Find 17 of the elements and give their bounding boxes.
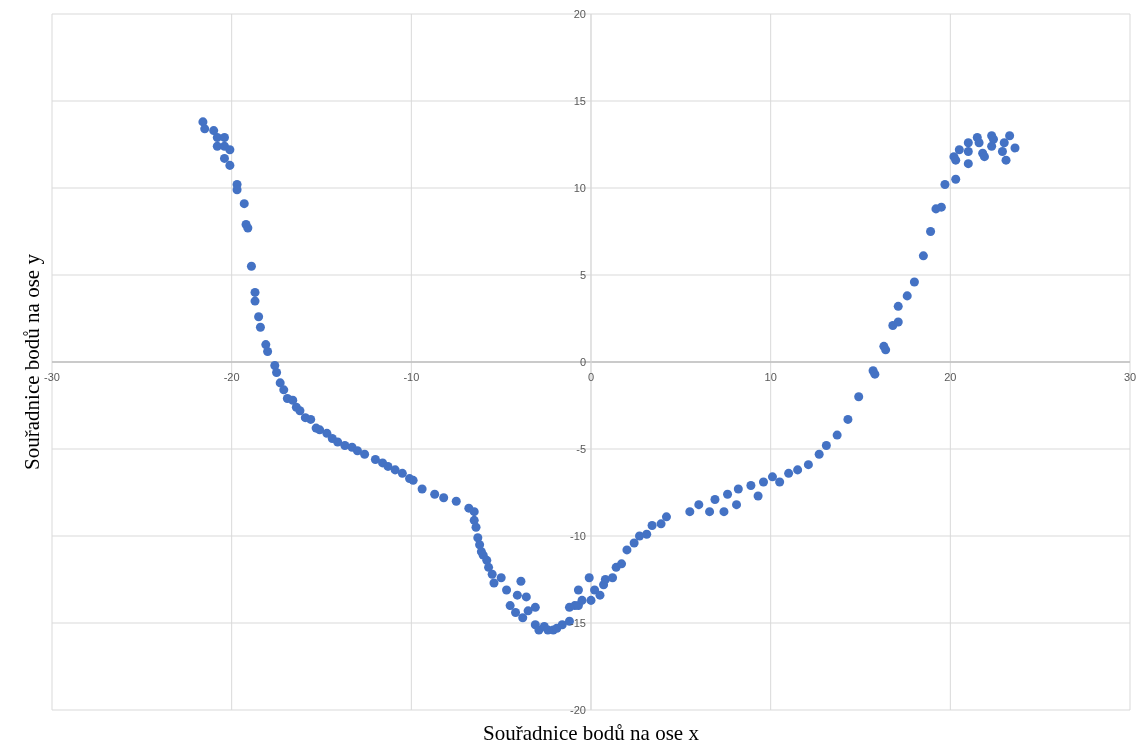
y-tick-label: 5 — [579, 269, 586, 281]
x-tick-label: 20 — [944, 371, 957, 383]
x-tick-label: -10 — [403, 371, 420, 383]
y-axis-title: Souřadnice bodů na ose y — [20, 253, 45, 470]
y-tick-label: -20 — [570, 704, 586, 716]
y-tick-label: -5 — [576, 443, 586, 455]
y-tick-label: 15 — [573, 95, 586, 107]
x-tick-label: 30 — [1123, 371, 1137, 383]
x-tick-label: -30 — [44, 371, 60, 383]
x-tick-label: -20 — [223, 371, 240, 383]
x-axis-title: Souřadnice bodů na ose x — [483, 721, 700, 742]
y-tick-label: -10 — [570, 530, 586, 542]
y-tick-label: 20 — [573, 8, 586, 20]
x-tick-label: 10 — [764, 371, 777, 383]
x-tick-label: 0 — [587, 371, 595, 383]
y-tick-label: 0 — [579, 356, 586, 368]
y-tick-label: 10 — [573, 182, 586, 194]
